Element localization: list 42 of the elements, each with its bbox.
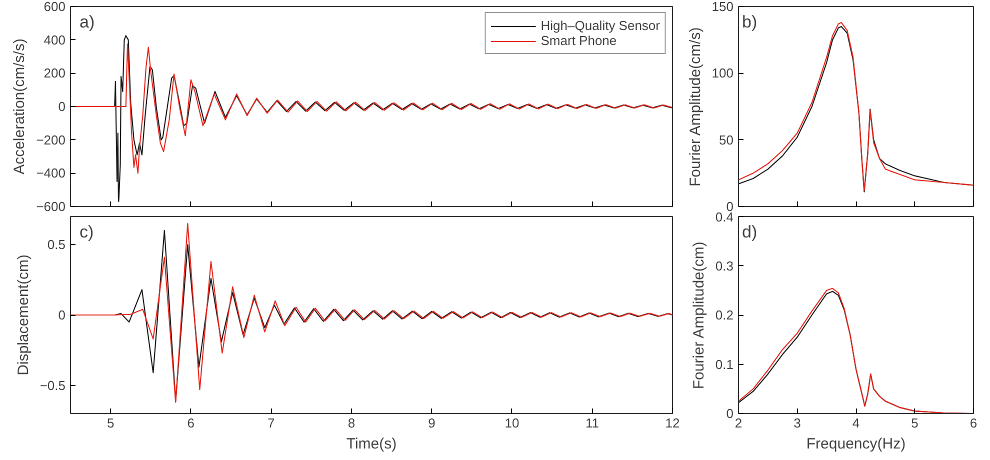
annotation: b) <box>742 12 758 32</box>
y-tick-label: 50 <box>719 132 734 148</box>
legend-label: Smart Phone <box>540 33 617 48</box>
x-tick-label: 2 <box>734 416 742 430</box>
y-tick-label: 400 <box>44 32 66 48</box>
x-tick-label: 3 <box>794 416 801 430</box>
y-axis-title: Fourier Amplitude(cm) <box>690 242 708 390</box>
x-tick-label: 5 <box>911 416 918 430</box>
y-tick-label: 0.1 <box>715 356 734 372</box>
y-tick-label: −400 <box>36 166 66 181</box>
legend-label: High–Quality Sensor <box>540 18 660 33</box>
y-tick-label: 200 <box>44 66 66 81</box>
y-tick-label: 150 <box>712 0 734 14</box>
y-tick-label: −600 <box>36 199 66 214</box>
y-axis-title: Fourier Amplitude(cm/s) <box>686 27 704 187</box>
y-tick-label: 100 <box>712 66 734 81</box>
y-axis-title: Acceleration(cm/s/s) <box>11 38 28 174</box>
y-tick-label: 0.5 <box>47 237 66 252</box>
y-tick-label: 0.3 <box>715 258 734 274</box>
y-tick-label: 0 <box>58 99 66 114</box>
annotation: d) <box>742 222 758 242</box>
x-tick-label: 7 <box>268 416 275 430</box>
x-tick-label: 10 <box>504 416 520 430</box>
annotation: a) <box>80 12 95 32</box>
y-tick-label: 0 <box>58 308 66 322</box>
x-tick-label: 5 <box>107 416 114 430</box>
y-tick-label: 600 <box>44 0 66 14</box>
x-axis-title: Frequency(Hz) <box>806 436 906 452</box>
x-tick-label: 4 <box>852 416 860 430</box>
y-tick-label: 0.2 <box>715 308 734 322</box>
x-tick-label: 8 <box>348 416 356 430</box>
y-tick-label: −200 <box>36 132 66 148</box>
x-tick-label: 6 <box>187 416 195 430</box>
x-tick-label: 11 <box>585 416 599 430</box>
x-axis-title: Time(s) <box>346 436 397 452</box>
x-tick-label: 9 <box>428 416 436 430</box>
y-axis-title: Displacement(cm) <box>14 254 32 376</box>
annotation: c) <box>80 222 94 242</box>
x-tick-label: 6 <box>970 416 978 430</box>
x-tick-label: 12 <box>665 416 680 430</box>
y-tick-label: −0.5 <box>40 378 66 393</box>
y-tick-label: 0 <box>726 406 734 421</box>
